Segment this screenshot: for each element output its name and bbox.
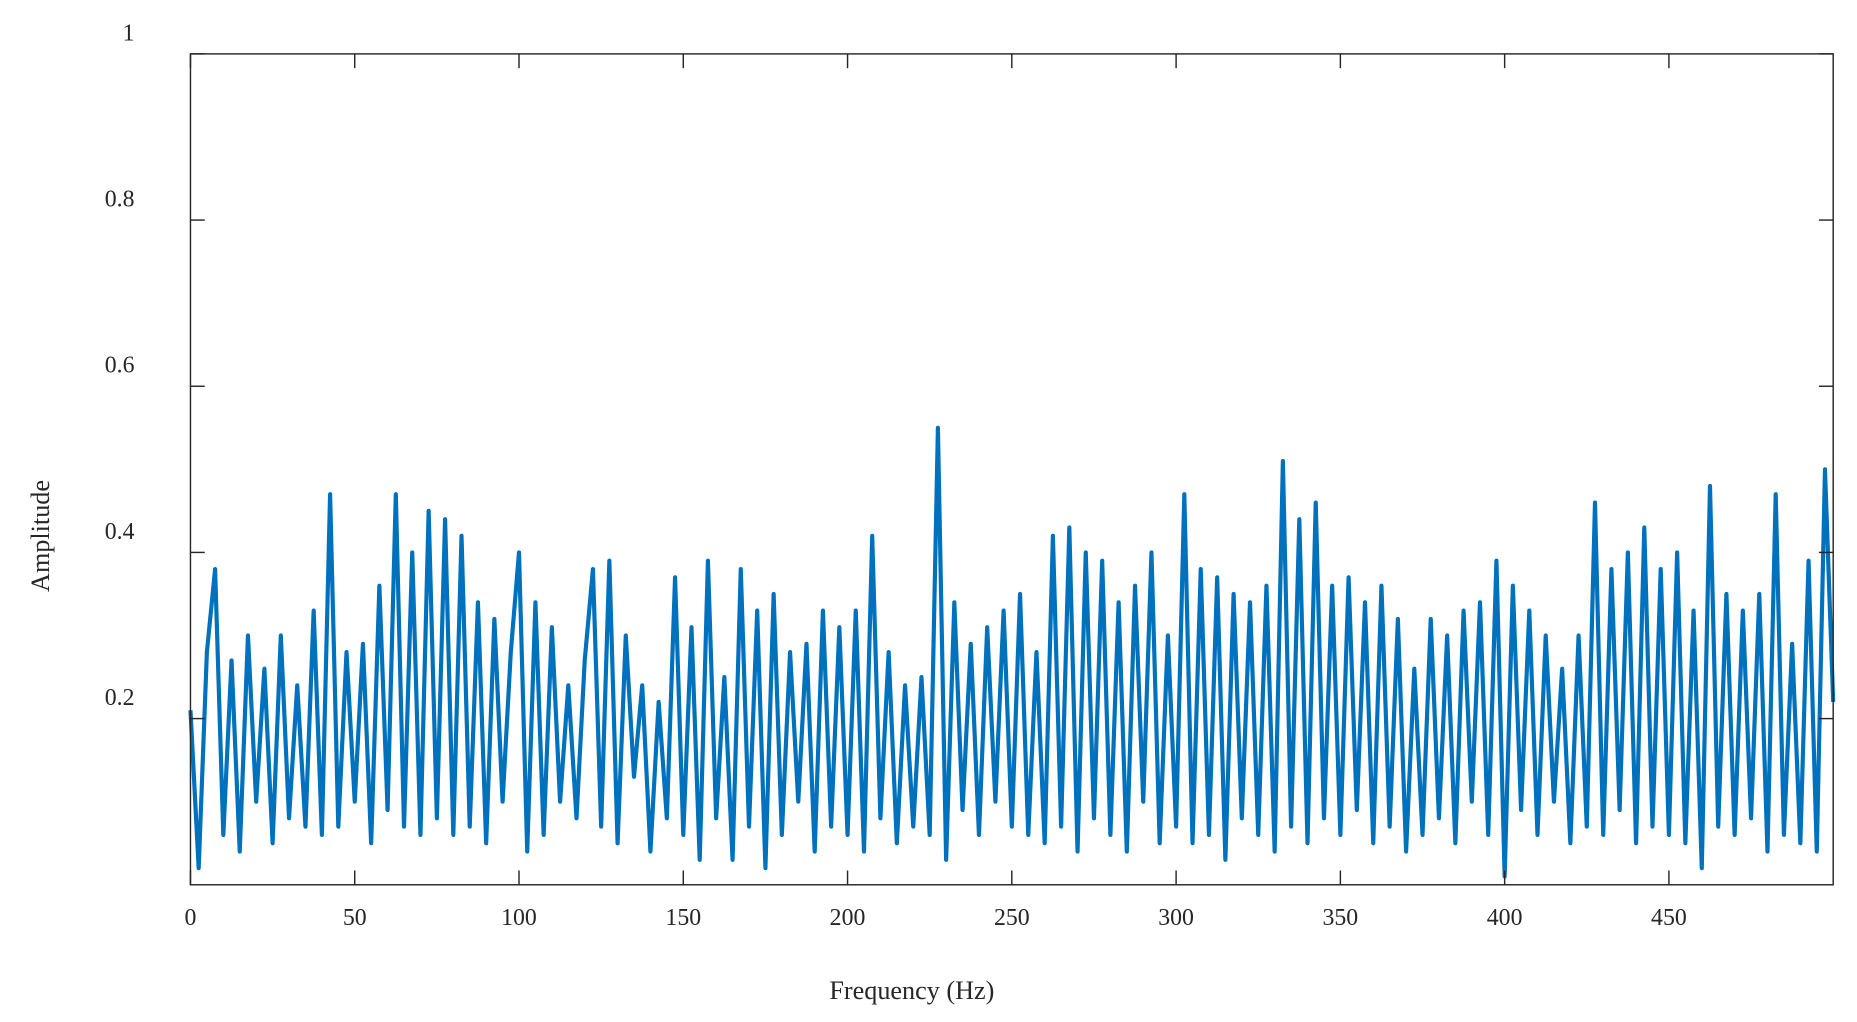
y-tick-label: 0.8 (105, 186, 135, 212)
x-tick-label: 100 (501, 905, 537, 931)
x-tick-label: 250 (994, 905, 1030, 931)
data-line (188, 425, 1836, 879)
y-tick-label: 0.4 (105, 519, 135, 545)
x-tick-label: 50 (343, 905, 367, 931)
x-tick-label: 400 (1487, 905, 1523, 931)
y-axis-label: Amplitude (26, 480, 55, 592)
x-tick-label: 450 (1651, 905, 1687, 931)
x-tick-label: 300 (1158, 905, 1194, 931)
x-tick-label: 0 (185, 905, 197, 931)
x-tick-label: 150 (665, 905, 701, 931)
x-axis-label: Frequency (Hz) (829, 976, 994, 1005)
y-tick-label: 0.6 (105, 353, 135, 379)
x-tick-label: 350 (1323, 905, 1359, 931)
y-tick-label: 1 (123, 20, 135, 46)
x-tick-label: 200 (830, 905, 866, 931)
y-tick-label: 0.2 (105, 685, 135, 711)
